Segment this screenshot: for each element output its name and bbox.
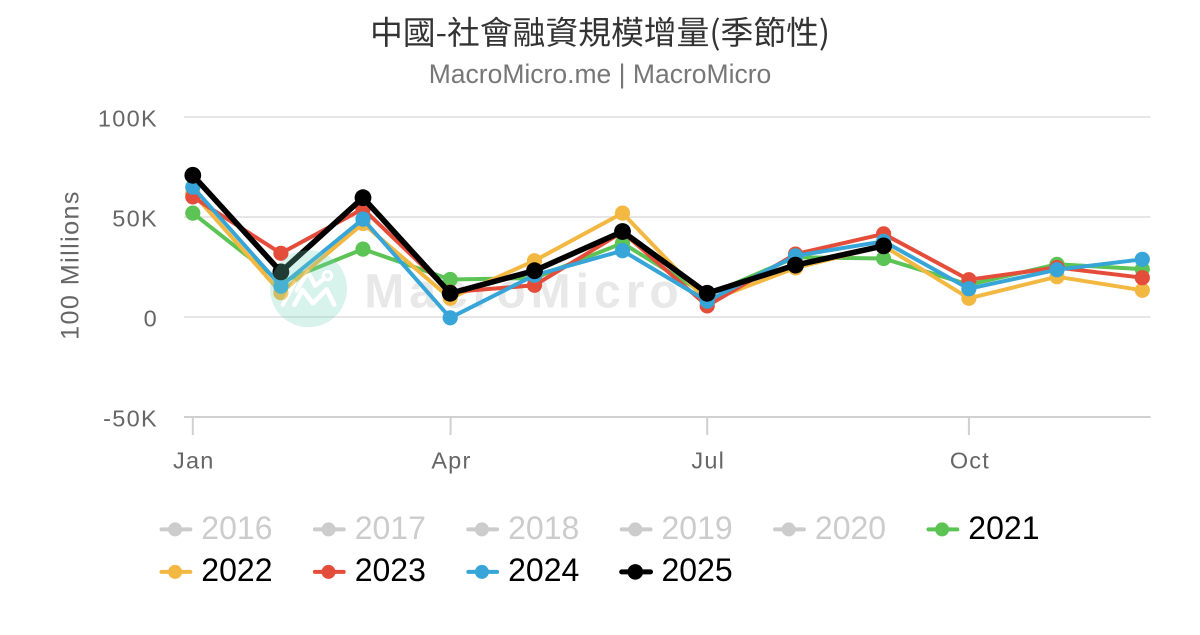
svg-text:100 Millions: 100 Millions [57,190,85,340]
svg-text:2018: 2018 [508,510,579,546]
svg-text:2022: 2022 [201,552,272,588]
svg-text:2023: 2023 [355,552,426,588]
svg-text:50K: 50K [112,205,158,231]
svg-text:0: 0 [144,305,158,331]
svg-text:Oct: Oct [950,448,990,474]
svg-text:Apr: Apr [431,448,471,474]
svg-text:2021: 2021 [968,510,1039,546]
svg-text:2019: 2019 [662,510,733,546]
svg-text:2024: 2024 [508,552,579,588]
svg-text:2016: 2016 [201,510,272,546]
svg-text:2017: 2017 [355,510,426,546]
svg-text:Jul: Jul [691,448,725,474]
svg-text:100K: 100K [98,105,158,131]
svg-text:2025: 2025 [662,552,733,588]
svg-text:MacroMicro.me | MacroMicro: MacroMicro.me | MacroMicro [429,59,772,89]
svg-text:Jan: Jan [173,448,215,474]
svg-text:-50K: -50K [103,405,158,431]
svg-text:2020: 2020 [815,510,886,546]
